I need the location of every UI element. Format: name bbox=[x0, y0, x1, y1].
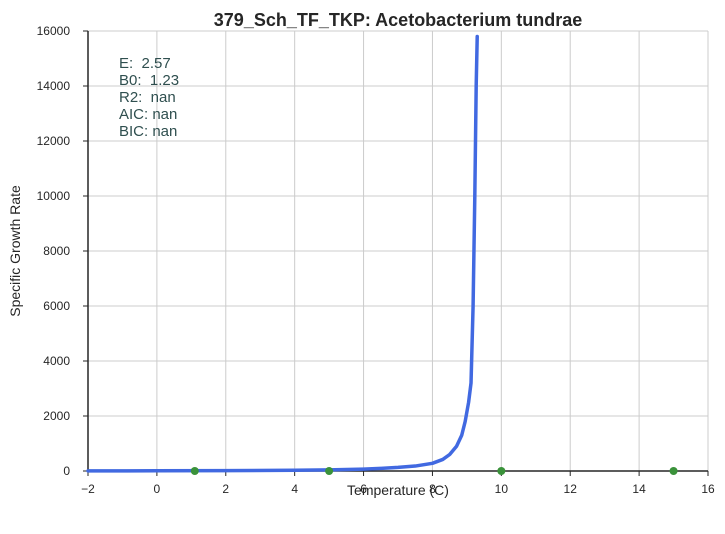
x-tick-label: 12 bbox=[564, 482, 578, 496]
y-tick-label: 10000 bbox=[37, 189, 71, 203]
fit-annotations: E: 2.57 B0: 1.23 R2: nan AIC: nan BIC: n… bbox=[119, 55, 179, 140]
x-tick-label: 10 bbox=[495, 482, 509, 496]
x-tick-label: 16 bbox=[701, 482, 715, 496]
data-point bbox=[190, 467, 199, 475]
data-point bbox=[497, 467, 506, 475]
plot-area bbox=[86, 34, 678, 475]
y-tick-label: 0 bbox=[63, 464, 70, 478]
annotation-bic: BIC: nan bbox=[119, 123, 177, 140]
data-point bbox=[325, 467, 334, 475]
annotation-r2: R2: nan bbox=[119, 89, 176, 106]
data-point bbox=[669, 467, 678, 475]
x-tick-label: 14 bbox=[632, 482, 646, 496]
x-tick-label: −2 bbox=[81, 482, 95, 496]
y-tick-label: 6000 bbox=[43, 299, 70, 313]
x-tick-label: 4 bbox=[291, 482, 298, 496]
y-tick-label: 4000 bbox=[43, 354, 70, 368]
x-tick-label: 6 bbox=[360, 482, 367, 496]
y-tick-label: 12000 bbox=[37, 134, 71, 148]
x-tick-label: 8 bbox=[429, 482, 436, 496]
y-ticks: 0 2000 4000 6000 8000 10000 12000 14000 16000 bbox=[37, 24, 88, 478]
annotation-b0: B0: 1.23 bbox=[119, 72, 179, 89]
y-tick-label: 2000 bbox=[43, 409, 70, 423]
chart-title: 379_Sch_TF_TKP: Acetobacterium tundrae bbox=[214, 10, 582, 30]
y-tick-label: 14000 bbox=[37, 79, 71, 93]
x-ticks: −2 0 2 4 6 8 10 12 14 16 bbox=[81, 471, 715, 496]
annotation-e: E: 2.57 bbox=[119, 55, 171, 72]
x-tick-label: 0 bbox=[154, 482, 161, 496]
x-tick-label: 2 bbox=[222, 482, 229, 496]
fit-line bbox=[86, 34, 479, 473]
annotation-aic: AIC: nan bbox=[119, 106, 177, 123]
x-axis-label: Temperature (C) bbox=[347, 482, 449, 498]
y-tick-label: 8000 bbox=[43, 244, 70, 258]
y-tick-label: 16000 bbox=[37, 24, 71, 38]
y-axis-label: Specific Growth Rate bbox=[7, 185, 23, 317]
